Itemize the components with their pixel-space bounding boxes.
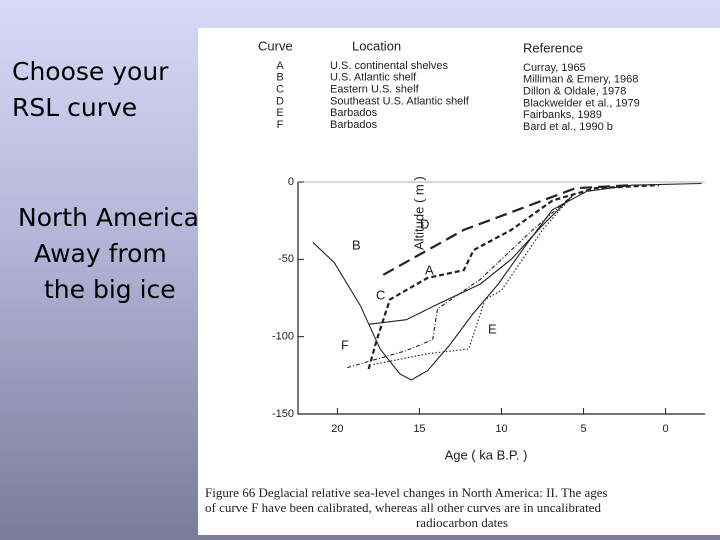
series-line bbox=[373, 194, 575, 366]
series-line bbox=[368, 194, 575, 325]
y-tick-label: -50 bbox=[278, 253, 294, 265]
series-label: B bbox=[352, 237, 361, 252]
series-line bbox=[382, 184, 633, 276]
table-curve: E bbox=[276, 107, 283, 119]
x-axis-title: Age ( ka B.P. ) bbox=[445, 447, 528, 462]
table-location: Southeast U.S. Atlantic shelf bbox=[330, 95, 470, 107]
series-label: A bbox=[425, 262, 434, 277]
x-tick-label: 5 bbox=[580, 423, 586, 435]
y-axis-title: Altitude ( m ) bbox=[411, 176, 426, 250]
y-tick-label: -100 bbox=[272, 331, 294, 343]
x-tick-label: 0 bbox=[663, 423, 669, 435]
caption-line: Figure 66 Deglacial relative sea-level c… bbox=[205, 485, 608, 500]
figure-panel bbox=[198, 28, 720, 535]
slide-heading: Choose your RSL curve bbox=[12, 54, 168, 126]
series-label: C bbox=[376, 287, 385, 302]
table-header: Reference bbox=[523, 40, 583, 55]
note-line: the big ice bbox=[44, 275, 176, 304]
table-reference: Dillon & Oldale, 1978 bbox=[523, 86, 626, 98]
caption-line: radiocarbon dates bbox=[416, 515, 508, 530]
table-location: U.S. Atlantic shelf bbox=[330, 72, 417, 84]
series-label: E bbox=[488, 321, 497, 336]
x-tick-label: 15 bbox=[413, 423, 425, 435]
table-reference: Blackwelder et al., 1979 bbox=[523, 97, 640, 109]
table-curve: A bbox=[276, 60, 284, 72]
series-label: F bbox=[341, 337, 349, 352]
table-location: Eastern U.S. shelf bbox=[330, 84, 420, 96]
y-tick-label: 0 bbox=[288, 176, 294, 188]
table-curve: C bbox=[276, 84, 284, 96]
series-line bbox=[347, 193, 575, 369]
slide-note: North America Away from the big ice bbox=[18, 200, 199, 308]
note-line: North America bbox=[18, 203, 199, 232]
x-tick-label: 20 bbox=[331, 423, 343, 435]
table-reference: Curray, 1965 bbox=[523, 62, 586, 74]
table-header: Location bbox=[352, 38, 401, 53]
table-reference: Fairbanks, 1989 bbox=[523, 109, 602, 121]
heading-line: RSL curve bbox=[12, 93, 138, 122]
table-reference: Bard et al., 1990 b bbox=[523, 121, 613, 133]
table-location: Barbados bbox=[330, 119, 378, 131]
table-reference: Milliman & Emery, 1968 bbox=[523, 74, 638, 86]
table-curve: D bbox=[276, 95, 284, 107]
caption-line: of curve F have been calibrated, whereas… bbox=[205, 500, 601, 515]
table-header: Curve bbox=[258, 38, 293, 53]
heading-line: Choose your bbox=[12, 57, 169, 86]
note-line: Away from bbox=[34, 239, 167, 268]
series-line bbox=[312, 182, 702, 381]
y-tick-label: -150 bbox=[272, 408, 294, 420]
x-tick-label: 10 bbox=[495, 423, 507, 435]
table-curve: F bbox=[277, 119, 284, 131]
series-label: D bbox=[420, 216, 429, 231]
table-curve: B bbox=[276, 72, 283, 84]
table-location: U.S. continental shelves bbox=[330, 60, 449, 72]
table-location: Barbados bbox=[330, 107, 378, 119]
